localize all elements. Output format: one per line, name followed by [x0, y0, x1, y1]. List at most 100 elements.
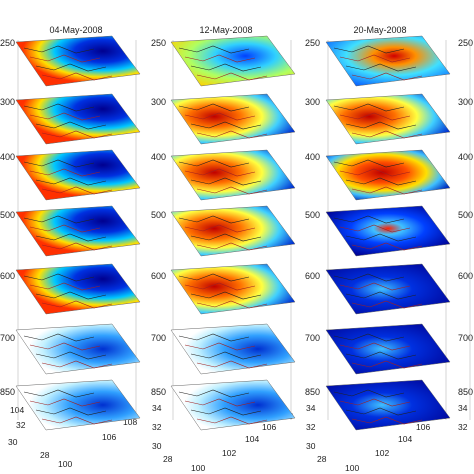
level-label: 500 [151, 210, 166, 220]
map-contour [41, 130, 113, 139]
map-contour [351, 360, 423, 369]
slice-surface [15, 149, 141, 201]
level-label: 600 [305, 271, 320, 281]
level-label: 700 [0, 333, 15, 343]
map-contour [23, 159, 95, 168]
map-contour [333, 389, 405, 398]
map-contour [351, 242, 423, 251]
map-contour [339, 112, 411, 121]
map-contour [184, 168, 256, 177]
level-label: 850 [305, 387, 320, 397]
map-contour [178, 273, 250, 282]
map-contour [339, 224, 411, 233]
map-contour [23, 389, 95, 398]
map-contour [351, 300, 423, 309]
level-label: 700 [305, 333, 320, 343]
map-contour [339, 54, 411, 63]
slice-surface [15, 323, 141, 375]
level-label: 400 [151, 152, 166, 162]
map-contour [196, 416, 268, 425]
map-contour [190, 407, 262, 416]
level-label: 400 [0, 152, 15, 162]
tick-label: 32 [16, 420, 26, 430]
level-label: 600 [151, 271, 166, 281]
slice-surface [170, 263, 296, 315]
tick-label: 32 [152, 422, 162, 432]
tick-label: 28 [317, 454, 327, 464]
map-contour [333, 159, 405, 168]
map-contour [178, 215, 250, 224]
map-contour [35, 63, 107, 72]
level-label: 400 [458, 152, 473, 162]
map-contour [196, 72, 268, 81]
panel-title-1: 04-May-2008 [49, 25, 102, 35]
level-label: 300 [0, 97, 15, 107]
map-contour [23, 273, 95, 282]
slice-surface [325, 205, 451, 257]
level-label: 850 [0, 387, 15, 397]
map-contour [333, 215, 405, 224]
map-contour [345, 63, 417, 72]
map-contour [35, 291, 107, 300]
tick-label: 30 [8, 437, 18, 447]
heatmap-slice [325, 263, 451, 315]
panel-title-3: 20-May-2008 [353, 25, 406, 35]
map-contour [23, 103, 95, 112]
heatmap-slice [15, 149, 141, 201]
slice-surface [170, 205, 296, 257]
map-contour [339, 282, 411, 291]
map-contour [23, 215, 95, 224]
panel2-axis-labels: 250 300 400 500 600 700 850 [151, 38, 166, 397]
tick-label: 30 [306, 441, 316, 451]
map-contour [351, 130, 423, 139]
slice-surface [15, 263, 141, 315]
tick-label: 100 [191, 463, 205, 473]
heatmap-slice [325, 35, 451, 87]
tick-label: 32 [458, 422, 468, 432]
map-contour [184, 342, 256, 351]
tick-label: 104 [10, 405, 24, 415]
slices-layer [15, 35, 471, 431]
level-label: 250 [151, 38, 166, 48]
level-label: 600 [0, 271, 15, 281]
slice-surface [15, 379, 141, 431]
map-contour [184, 282, 256, 291]
level-label: 500 [0, 210, 15, 220]
map-contour [184, 54, 256, 63]
level-label: 850 [151, 387, 166, 397]
tick-label: 34 [306, 403, 316, 413]
slice-surface [15, 205, 141, 257]
heatmap-slice [325, 205, 451, 257]
map-contour [190, 291, 262, 300]
level-label: 250 [305, 38, 320, 48]
tick-label: 102 [222, 448, 236, 458]
heatmap-slice [15, 323, 141, 375]
map-contour [178, 333, 250, 342]
map-contour [351, 186, 423, 195]
tick-label: 28 [163, 454, 173, 464]
map-contour [345, 407, 417, 416]
map-contour [345, 177, 417, 186]
heatmap-slice [170, 93, 296, 145]
map-contour [184, 112, 256, 121]
map-contour [29, 398, 101, 407]
slice-surface [325, 323, 451, 375]
level-label: 600 [458, 271, 473, 281]
level-label: 250 [458, 38, 473, 48]
slice-surface [325, 379, 451, 431]
map-contour [35, 407, 107, 416]
map-contour [178, 103, 250, 112]
map-contour [190, 233, 262, 242]
map-contour [190, 177, 262, 186]
map-contour [190, 351, 262, 360]
map-contour [351, 72, 423, 81]
tick-label: 30 [152, 441, 162, 451]
panel-title-2: 12-May-2008 [199, 25, 252, 35]
heatmap-slice [15, 205, 141, 257]
tick-label: 106 [102, 432, 116, 442]
map-contour [29, 224, 101, 233]
heatmap-slice [170, 263, 296, 315]
level-label: 400 [305, 152, 320, 162]
map-contour [345, 121, 417, 130]
